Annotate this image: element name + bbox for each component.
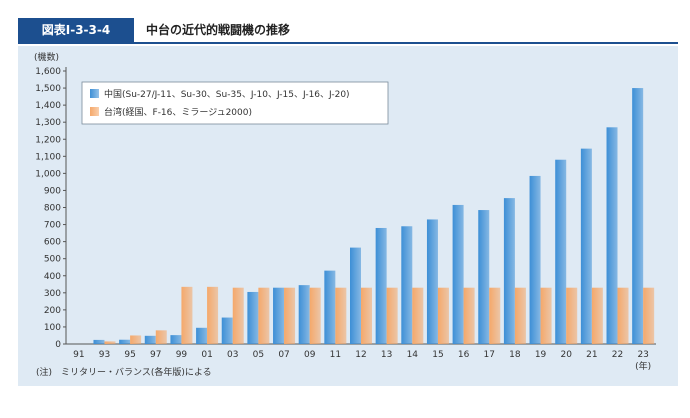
y-tick-label: 400 [44, 272, 61, 282]
taiwan-bar [284, 287, 296, 344]
china-bar [401, 226, 413, 344]
taiwan-bar [643, 287, 655, 344]
y-tick-label: 1,500 [35, 84, 61, 94]
x-tick-label: 09 [304, 350, 316, 360]
legend-swatch-china [90, 89, 99, 98]
taiwan-bar [309, 287, 321, 344]
china-bar [324, 270, 336, 344]
y-tick-label: 1,000 [35, 169, 61, 179]
taiwan-bar [258, 287, 270, 344]
china-bar [375, 227, 387, 344]
y-tick-label: 1,200 [35, 135, 61, 145]
y-tick-label: 1,300 [35, 118, 61, 128]
china-bar [196, 327, 208, 344]
figure-title: 中台の近代的戦闘機の推移 [146, 23, 291, 37]
x-tick-label: 12 [355, 350, 366, 360]
y-tick-label: 700 [44, 221, 61, 231]
taiwan-bar [335, 287, 347, 344]
y-tick-label: 600 [44, 238, 61, 248]
taiwan-bar [155, 330, 167, 344]
china-bar [452, 204, 464, 344]
x-tick-label: 91 [73, 350, 84, 360]
figure-label: 図表Ⅰ-3-3-4 [18, 18, 134, 42]
china-bar [350, 247, 361, 344]
taiwan-bar [232, 287, 244, 344]
figure-header: 図表Ⅰ-3-3-4 中台の近代的戦闘機の推移 [18, 18, 678, 44]
legend-label-china: 中国(Su-27/J-11、Su-30、Su-35、J-10、J-15、J-16… [104, 88, 350, 100]
taiwan-bar [437, 287, 449, 344]
x-tick-label: 11 [330, 350, 341, 360]
taiwan-bar [361, 287, 372, 344]
china-bar [632, 88, 644, 344]
x-tick-label: 14 [407, 350, 419, 360]
x-tick-label: 22 [612, 350, 623, 360]
taiwan-bar [104, 341, 116, 344]
china-bar [170, 335, 182, 344]
china-bar [119, 339, 131, 344]
y-tick-label: 300 [44, 289, 61, 299]
x-tick-label: 15 [432, 350, 443, 360]
x-tick-label: 01 [201, 350, 212, 360]
china-bar [247, 291, 259, 344]
china-bar [298, 285, 310, 344]
y-tick-label: 1,600 [35, 67, 61, 77]
china-bar [478, 210, 490, 344]
x-tick-label: 21 [586, 350, 597, 360]
china-bar [580, 148, 592, 344]
legend-label-taiwan: 台湾(経国、F-16、ミラージュ2000) [104, 106, 252, 118]
x-tick-label: 19 [535, 350, 547, 360]
taiwan-bar [130, 335, 142, 344]
x-axis-unit-label: (年) [635, 360, 651, 372]
x-tick-label: 99 [176, 350, 188, 360]
y-tick-label: 100 [44, 323, 61, 333]
header-rule [18, 42, 678, 44]
x-tick-label: 03 [227, 350, 238, 360]
taiwan-bar [591, 287, 603, 344]
source-note: (注) ミリタリー・バランス(各年版)による [36, 368, 212, 378]
x-tick-label: 97 [150, 350, 161, 360]
x-tick-label: 05 [253, 350, 264, 360]
y-axis-unit-label: (機数) [34, 51, 59, 63]
chart-panel: (機数) 0 100 200 300 400 500 600 700 800 900 1,000 1,1… [18, 46, 678, 386]
china-bar [221, 317, 233, 344]
x-tick-label: 07 [278, 350, 289, 360]
x-tick-label: 93 [99, 350, 110, 360]
taiwan-bar [617, 287, 629, 344]
y-tick-label: 200 [44, 306, 61, 316]
x-tick-label: 18 [509, 350, 521, 360]
taiwan-bar [514, 287, 526, 344]
china-bar [144, 335, 156, 344]
china-bar [426, 219, 438, 344]
y-tick-label: 1,400 [35, 101, 61, 111]
legend-box [81, 81, 389, 125]
x-tick-label: 95 [124, 350, 135, 360]
taiwan-bar [489, 287, 501, 344]
x-tick-label: 17 [484, 350, 495, 360]
legend-swatch-taiwan [90, 107, 99, 116]
taiwan-bar [566, 287, 578, 344]
taiwan-bar [207, 286, 219, 344]
y-tick-label: 800 [44, 204, 61, 214]
china-bar [93, 339, 105, 344]
taiwan-bar [540, 287, 552, 344]
china-bar [273, 287, 285, 344]
x-tick-label: 16 [458, 350, 470, 360]
x-tick-label: 13 [381, 350, 392, 360]
taiwan-bar [412, 287, 424, 344]
china-bar [503, 198, 515, 344]
china-bar [555, 159, 567, 344]
x-tick-label: 23 [637, 350, 648, 360]
taiwan-bar [181, 286, 193, 344]
y-tick-label: 500 [44, 255, 61, 265]
y-tick-label: 900 [44, 186, 61, 196]
y-tick-label: 1,100 [35, 152, 61, 162]
taiwan-bar [386, 287, 398, 344]
taiwan-bar [463, 287, 475, 344]
china-bar [529, 175, 541, 344]
china-bar [606, 127, 618, 345]
x-tick-label: 20 [560, 350, 572, 360]
y-tick-label: 0 [55, 340, 61, 350]
fighter-count-chart: (機数) 0 100 200 300 400 500 600 700 800 900 1,000 1,1… [34, 51, 656, 372]
